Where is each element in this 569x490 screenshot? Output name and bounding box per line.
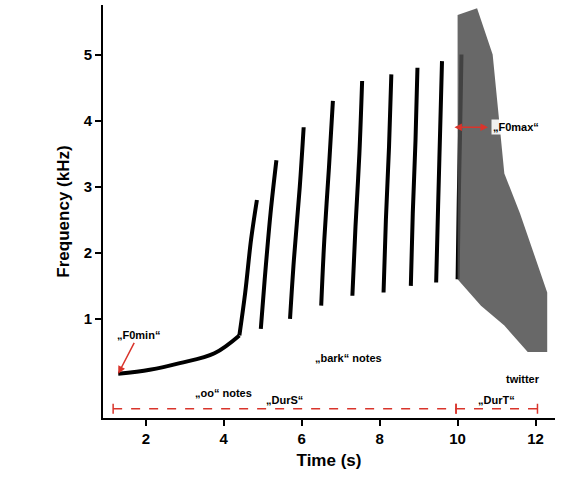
svg-text:„bark“ notes: „bark“ notes	[315, 352, 382, 364]
svg-text:4: 4	[84, 112, 93, 129]
svg-text:2: 2	[142, 430, 150, 447]
svg-text:„DurS“: „DurS“	[266, 394, 303, 406]
svg-text:„oo“ notes: „oo“ notes	[195, 387, 252, 399]
svg-text:Time (s): Time (s)	[297, 451, 362, 470]
svg-text:10: 10	[449, 430, 466, 447]
svg-text:1: 1	[84, 310, 92, 327]
svg-text:4: 4	[220, 430, 229, 447]
svg-text:12: 12	[527, 430, 544, 447]
svg-text:twitter: twitter	[506, 373, 540, 385]
svg-text:3: 3	[84, 178, 92, 195]
svg-text:6: 6	[298, 430, 306, 447]
svg-text:2: 2	[84, 244, 92, 261]
svg-text:Frequency (kHz): Frequency (kHz)	[54, 145, 73, 277]
svg-text:5: 5	[84, 46, 92, 63]
svg-text:„F0min“: „F0min“	[117, 329, 160, 341]
svg-text:„DurT“: „DurT“	[478, 394, 515, 406]
svg-text:„F0max“: „F0max“	[493, 121, 539, 133]
svg-text:8: 8	[375, 430, 383, 447]
